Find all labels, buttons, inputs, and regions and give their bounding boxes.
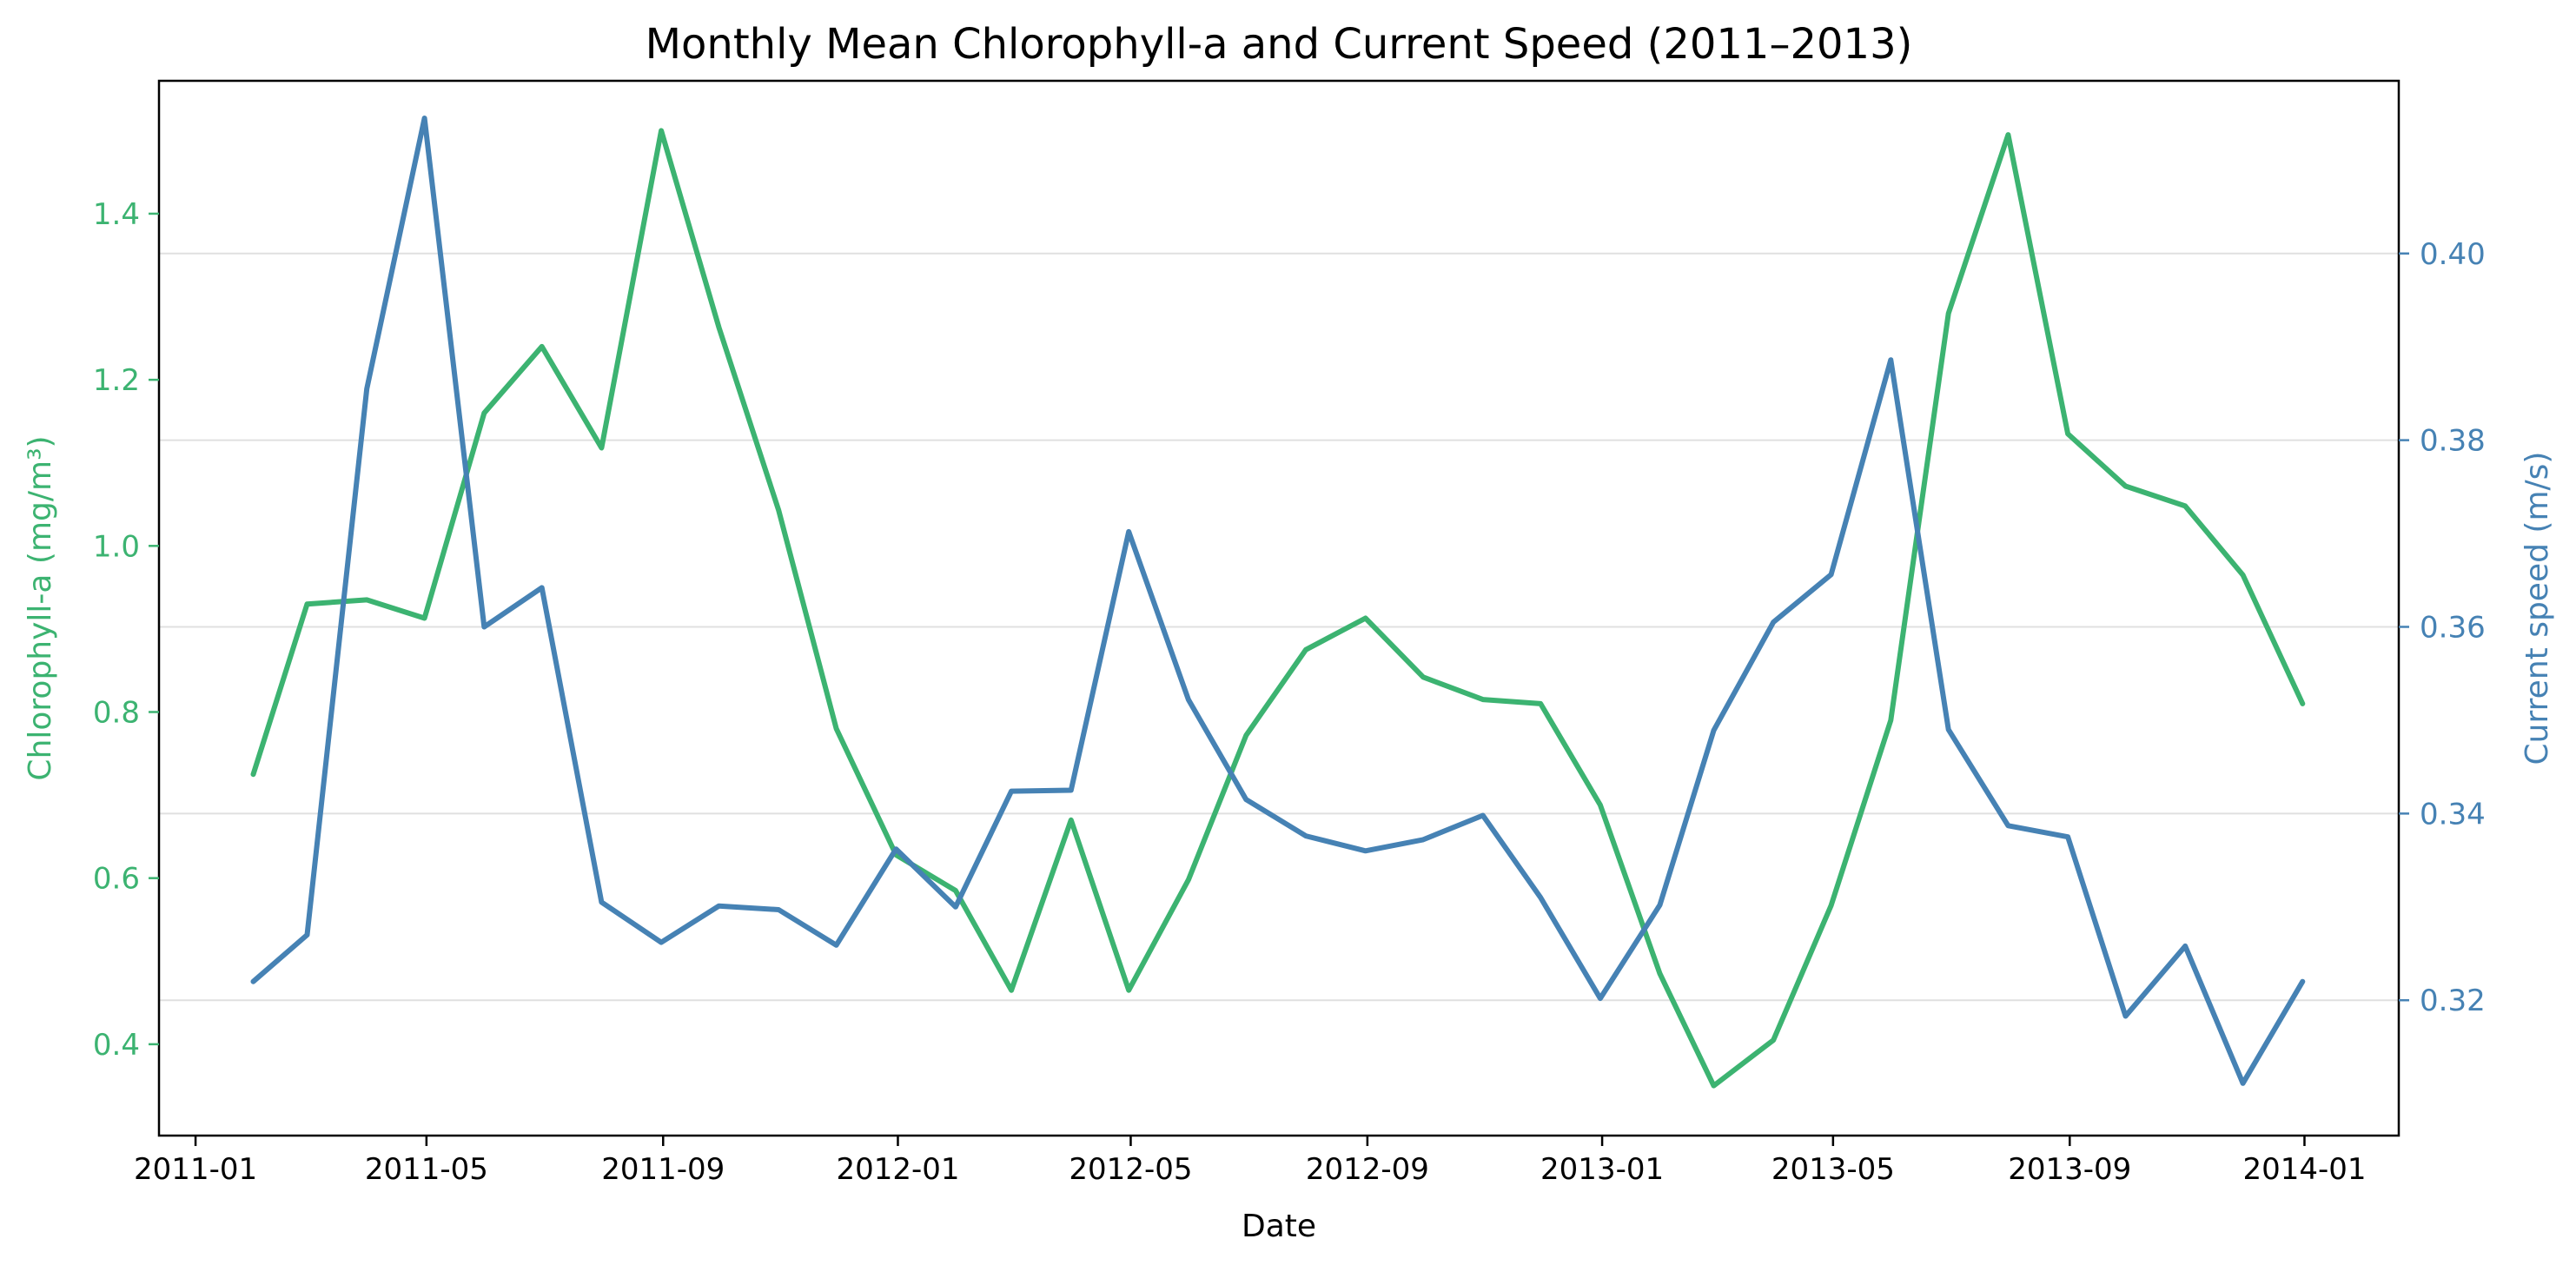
x-tick-label: 2013-09 [2008,1152,2131,1187]
x-tick-label: 2014-01 [2242,1152,2366,1187]
y-right-tick-label: 0.40 [2420,237,2486,272]
y-left-tick-label: 1.4 [93,197,140,232]
y-right-tick-label: 0.34 [2420,797,2486,831]
y-right-tick-label: 0.32 [2420,984,2486,1018]
x-tick-label: 2011-09 [601,1152,725,1187]
x-tick-label: 2012-09 [1306,1152,1429,1187]
y-left-tick-label: 1.0 [93,529,140,564]
y-left-tick-label: 0.8 [93,695,140,730]
x-tick-label: 2011-05 [365,1152,488,1187]
y-left-tick-label: 1.2 [93,363,140,398]
y-right-tick-label: 0.38 [2420,424,2486,459]
y-axis-right-label: Current speed (m/s) [2520,452,2555,765]
series-line-current-speed [250,116,2306,1086]
plot-frame [157,79,2401,1137]
grid-lines [159,252,2399,1002]
x-tick-label: 2013-05 [1771,1152,1895,1187]
y-axis-right: 0.32 0.34 0.36 0.38 0.40 [2399,237,2486,1018]
chart-title: Monthly Mean Chlorophyll-a and Current S… [646,20,1913,69]
series-line-chlorophyll [250,128,2306,1089]
x-axis-label: Date [1242,1209,1316,1244]
x-tick-label: 2013-01 [1540,1152,1664,1187]
x-tick-label: 2012-05 [1069,1152,1192,1187]
y-axis-left-label: Chlorophyll-a (mg/m³) [23,435,58,780]
x-tick-label: 2012-01 [836,1152,959,1187]
y-right-tick-label: 0.36 [2420,610,2486,645]
x-axis: 2011-01 2011-05 2011-09 2012-01 2012-05 2012-… [134,1136,2367,1187]
y-axis-left: 0.4 0.6 0.8 1.0 1.2 1.4 [93,197,159,1063]
x-tick-label: 2011-01 [134,1152,257,1187]
y-left-tick-label: 0.4 [93,1028,140,1063]
y-left-tick-label: 0.6 [93,862,140,897]
series-lines [250,116,2306,1089]
